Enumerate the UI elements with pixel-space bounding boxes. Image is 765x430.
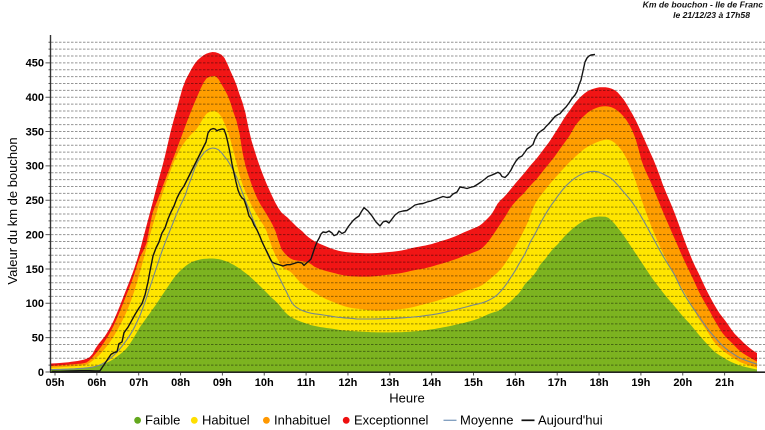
svg-text:150: 150 [26,264,44,276]
svg-text:16h: 16h [506,377,525,389]
svg-text:Heure: Heure [389,391,424,406]
svg-text:09h: 09h [213,377,232,389]
svg-text:08h: 08h [171,377,190,389]
svg-text:450: 450 [26,58,44,70]
svg-text:le 21/12/23 à 17h58: le 21/12/23 à 17h58 [673,10,750,20]
svg-text:400: 400 [26,92,44,104]
svg-text:50: 50 [32,332,44,344]
svg-text:17h: 17h [548,377,567,389]
svg-text:Km de bouchon - Ile de Franc: Km de bouchon - Ile de Franc [643,0,764,10]
svg-text:21h: 21h [715,377,734,389]
svg-text:Faible: Faible [145,413,180,428]
svg-text:05h: 05h [46,377,65,389]
svg-text:350: 350 [26,126,44,138]
svg-text:11h: 11h [297,377,316,389]
svg-text:Valeur du km de bouchon: Valeur du km de bouchon [5,137,20,284]
svg-text:200: 200 [26,229,44,241]
svg-text:06h: 06h [87,377,106,389]
svg-text:100: 100 [26,298,44,310]
svg-text:Exceptionnel: Exceptionnel [354,413,429,428]
svg-text:15h: 15h [464,377,483,389]
svg-text:Aujourd'hui: Aujourd'hui [538,413,603,428]
svg-text:13h: 13h [380,377,399,389]
svg-text:300: 300 [26,161,44,173]
svg-text:Moyenne: Moyenne [460,413,513,428]
svg-text:07h: 07h [129,377,148,389]
svg-text:18h: 18h [590,377,609,389]
svg-text:10h: 10h [255,377,274,389]
svg-text:Inhabituel: Inhabituel [274,413,330,428]
svg-text:0: 0 [38,367,44,379]
svg-text:14h: 14h [422,377,441,389]
svg-text:12h: 12h [338,377,357,389]
svg-text:20h: 20h [673,377,692,389]
svg-text:250: 250 [26,195,44,207]
svg-text:19h: 19h [631,377,650,389]
svg-text:Habituel: Habituel [202,413,250,428]
